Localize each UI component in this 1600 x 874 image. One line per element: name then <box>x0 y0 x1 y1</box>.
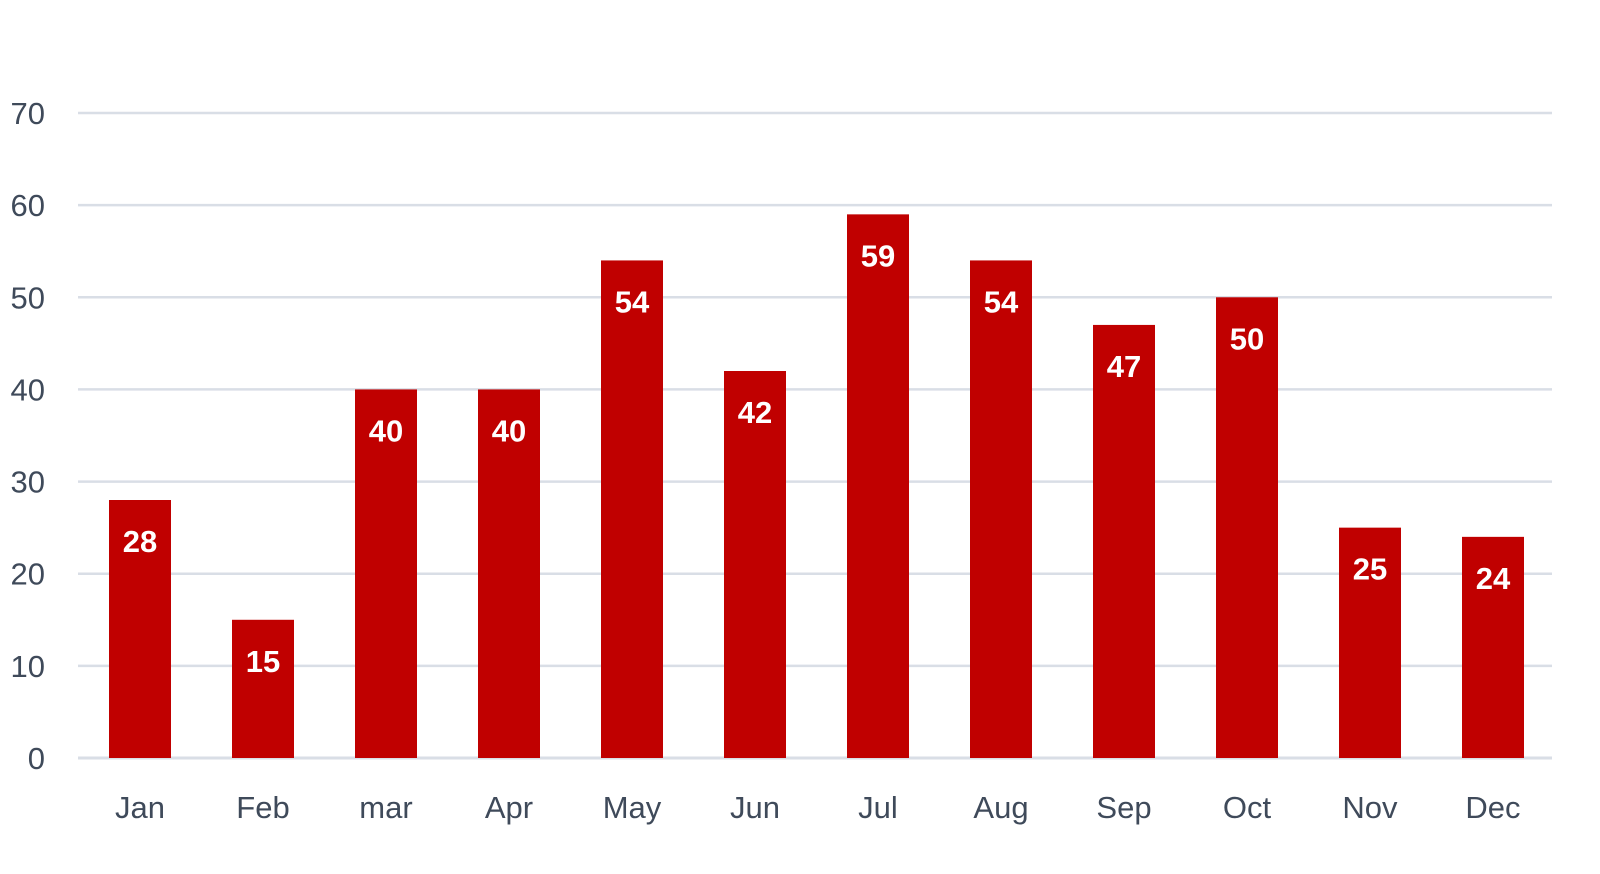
data-label: 42 <box>738 395 772 430</box>
x-tick-label: May <box>603 790 662 825</box>
data-label: 50 <box>1230 321 1264 356</box>
bar <box>601 260 663 758</box>
bar <box>232 619 294 758</box>
gridlines <box>78 111 1552 760</box>
x-tick-label: Sep <box>1096 790 1151 825</box>
x-axis-tick-labels: Jan Feb mar Apr May Jun Jul Aug Sep Oct Nov Dec <box>115 790 1521 825</box>
y-tick-label: 50 <box>11 280 45 315</box>
y-tick-label: 70 <box>11 96 45 131</box>
x-tick-label: Jul <box>858 790 898 825</box>
bar <box>724 371 786 758</box>
bar <box>1216 297 1278 758</box>
bar <box>355 389 417 758</box>
bars: 28 15 40 40 54 42 59 54 47 50 25 24 <box>109 214 1524 758</box>
bar <box>1462 536 1524 758</box>
data-label: 28 <box>123 524 157 559</box>
bar <box>478 389 540 758</box>
x-tick-label: Jan <box>115 790 165 825</box>
x-tick-label: Feb <box>236 790 289 825</box>
data-label: 25 <box>1353 552 1387 587</box>
y-tick-label: 20 <box>11 557 45 592</box>
data-label: 54 <box>615 284 650 319</box>
y-tick-label: 10 <box>11 649 45 684</box>
bar <box>847 214 909 758</box>
bar <box>109 500 171 758</box>
y-tick-label: 30 <box>11 465 45 500</box>
data-label: 24 <box>1476 561 1511 596</box>
bar <box>970 260 1032 758</box>
bar <box>1339 527 1401 758</box>
x-tick-label: Nov <box>1342 790 1398 825</box>
data-label: 40 <box>369 413 403 448</box>
y-tick-label: 60 <box>11 188 45 223</box>
data-label: 59 <box>861 238 895 273</box>
x-tick-label: Dec <box>1465 790 1520 825</box>
x-tick-label: Oct <box>1223 790 1272 825</box>
data-label: 40 <box>492 413 526 448</box>
data-label: 54 <box>984 284 1019 319</box>
data-label: 15 <box>246 644 280 679</box>
x-tick-label: Jun <box>730 790 780 825</box>
x-tick-label: Aug <box>973 790 1028 825</box>
y-axis-tick-labels: 0 10 20 30 40 50 60 70 <box>11 96 45 776</box>
x-tick-label: mar <box>359 790 412 825</box>
y-tick-label: 0 <box>28 741 45 776</box>
data-label: 47 <box>1107 349 1141 384</box>
y-tick-label: 40 <box>11 372 45 407</box>
x-tick-label: Apr <box>485 790 533 825</box>
bar <box>1093 324 1155 758</box>
